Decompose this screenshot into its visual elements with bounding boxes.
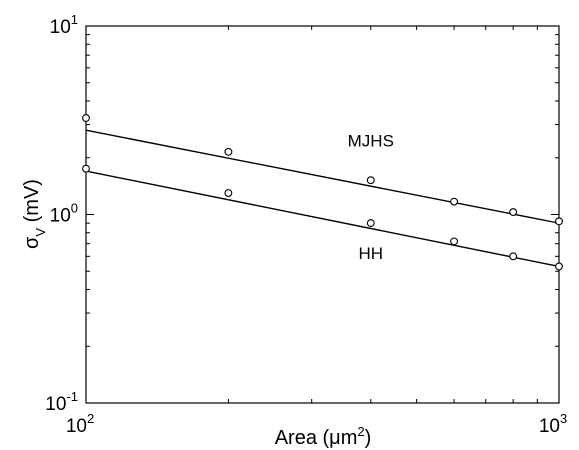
y-tick-label: 100 — [50, 201, 78, 227]
plot-frame — [85, 25, 560, 404]
mjhs-point — [509, 208, 518, 217]
y-tick-label: 101 — [50, 12, 78, 38]
hh-point — [366, 219, 375, 228]
y-axis-label: σV (mV) — [21, 179, 48, 249]
mjhs-point — [555, 217, 563, 226]
hh-point — [82, 164, 90, 173]
axis-ticks: 102 103 10-1 100 101 — [45, 12, 567, 437]
y-tick-label: 10-1 — [45, 389, 78, 415]
mjhs-point — [450, 197, 459, 206]
hh-point — [450, 237, 459, 246]
series-labels: MJHS HH — [348, 131, 394, 263]
mjhs-fit-line — [85, 129, 560, 224]
fit-lines — [85, 129, 560, 268]
mjhs-label: MJHS — [348, 131, 394, 150]
mjhs-point — [224, 147, 233, 156]
mjhs-point — [366, 176, 375, 185]
hh-point — [224, 189, 233, 197]
x-tick-label: 102 — [66, 411, 94, 437]
x-axis-label: Area (μm2) — [275, 424, 372, 449]
data-points — [82, 114, 563, 271]
hh-label: HH — [358, 244, 383, 263]
hh-point — [555, 262, 563, 271]
mjhs-point — [82, 114, 90, 122]
x-tick-label: 103 — [539, 411, 567, 437]
hh-fit-line — [85, 170, 560, 268]
hh-point — [509, 252, 518, 261]
